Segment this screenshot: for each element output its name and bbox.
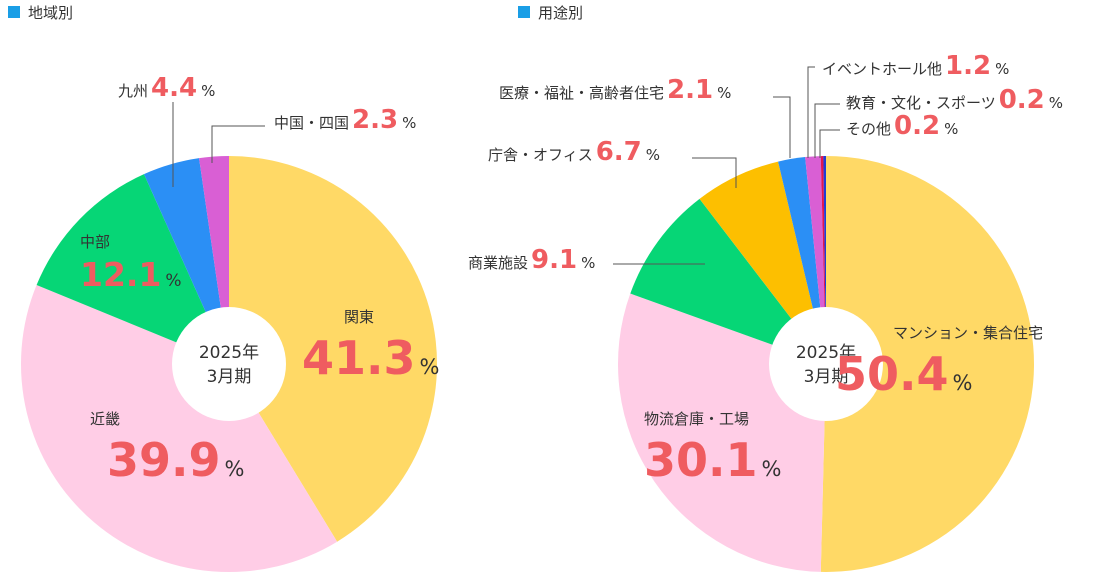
slice-label: 中部: [80, 233, 110, 251]
slice-value-label: 41.3%: [302, 331, 439, 385]
slice-value-label: 30.1%: [644, 433, 781, 487]
pie-center-label: 2025年: [199, 343, 259, 363]
pie-chart-1: 地域別 2025年 3月期 関東 41.3 % 近畿 39.9 % 中部 12.1 % 九州 4.4 % 中国…: [8, 4, 439, 572]
slice-label: 近畿: [90, 410, 120, 428]
leader-line: [814, 103, 840, 158]
pie-center-label: 3月期: [207, 367, 252, 387]
leader-line: [807, 66, 815, 158]
pie-center-label: 3月期: [804, 367, 849, 387]
pie-slice: [36, 174, 230, 364]
slice-label: マンション・集合住宅: [893, 324, 1043, 342]
leader-line: [211, 125, 265, 163]
chart-title: 用途別: [538, 4, 583, 22]
slice-label-outside: 中国・四国 2.3%: [274, 105, 416, 135]
pie-slice: [630, 198, 826, 364]
section-marker-icon: [518, 6, 530, 18]
slice-value-label: 39.9%: [107, 433, 244, 487]
pie-center-hole: [172, 307, 286, 421]
slice-value-label: 12.1%: [80, 255, 182, 294]
leader-line: [692, 157, 737, 188]
slice-label-outside: 庁舎・オフィス 6.7%: [488, 137, 660, 167]
chart-title: 地域別: [28, 4, 73, 22]
pie-center-hole: [769, 307, 883, 421]
leader-line: [773, 96, 791, 158]
slice-value-label: 50.4%: [835, 347, 972, 401]
leader-line: [819, 129, 840, 158]
pie-slice: [21, 285, 338, 572]
section-marker-icon: [8, 6, 20, 18]
pie-slice: [699, 161, 826, 364]
pie-chart-2: 用途別 2025年 3月期 マンション・集合住宅 50.4 % 物流倉庫・工場 30.1 % 商業…: [468, 4, 1063, 572]
slice-label-outside: 商業施設 9.1%: [468, 245, 595, 275]
pie-center-label: 2025年: [796, 343, 856, 363]
slice-label-outside: 教育・文化・スポーツ 0.2%: [846, 85, 1063, 115]
pie-slice: [229, 156, 437, 542]
slice-label-outside: イベントホール他 1.2%: [822, 51, 1009, 81]
pie-slice: [820, 156, 1034, 572]
slice-label: 物流倉庫・工場: [644, 410, 749, 428]
slice-label-outside: その他 0.2%: [846, 111, 958, 141]
slice-label-outside: 医療・福祉・高齢者住宅 2.1%: [499, 75, 731, 105]
slice-label-outside: 九州 4.4%: [118, 73, 215, 103]
slice-label: 関東: [344, 308, 374, 326]
